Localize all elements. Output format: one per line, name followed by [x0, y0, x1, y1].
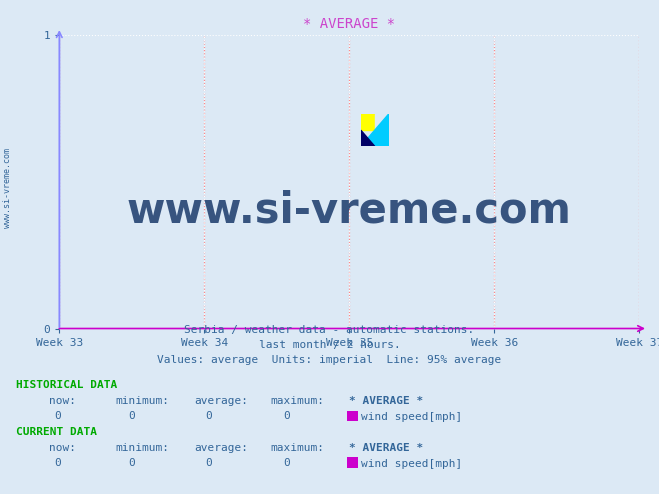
- Text: 0: 0: [129, 458, 135, 468]
- Text: maximum:: maximum:: [270, 443, 324, 453]
- Text: 0: 0: [283, 411, 290, 421]
- Text: * AVERAGE *: * AVERAGE *: [349, 396, 424, 406]
- Text: last month / 2 hours.: last month / 2 hours.: [258, 340, 401, 350]
- Bar: [361, 114, 375, 130]
- Text: average:: average:: [194, 396, 248, 406]
- Text: 0: 0: [54, 411, 61, 421]
- Text: 0: 0: [54, 458, 61, 468]
- Text: minimum:: minimum:: [115, 396, 169, 406]
- Text: Serbia / weather data - automatic stations.: Serbia / weather data - automatic statio…: [185, 326, 474, 335]
- Text: 0: 0: [206, 411, 212, 421]
- Text: minimum:: minimum:: [115, 443, 169, 453]
- Text: 0: 0: [283, 458, 290, 468]
- Text: Values: average  Units: imperial  Line: 95% average: Values: average Units: imperial Line: 95…: [158, 355, 501, 365]
- Text: CURRENT DATA: CURRENT DATA: [16, 427, 98, 437]
- Title: * AVERAGE *: * AVERAGE *: [303, 17, 395, 31]
- Text: wind speed[mph]: wind speed[mph]: [361, 412, 463, 422]
- Text: * AVERAGE *: * AVERAGE *: [349, 443, 424, 453]
- Bar: [375, 114, 389, 130]
- Text: www.si-vreme.com: www.si-vreme.com: [127, 190, 572, 232]
- Text: 0: 0: [206, 458, 212, 468]
- Polygon shape: [361, 114, 389, 146]
- Text: average:: average:: [194, 443, 248, 453]
- Text: maximum:: maximum:: [270, 396, 324, 406]
- Text: www.si-vreme.com: www.si-vreme.com: [3, 148, 13, 228]
- Text: now:: now:: [49, 443, 76, 453]
- Text: HISTORICAL DATA: HISTORICAL DATA: [16, 380, 118, 390]
- Text: wind speed[mph]: wind speed[mph]: [361, 459, 463, 469]
- Polygon shape: [361, 130, 375, 146]
- Text: now:: now:: [49, 396, 76, 406]
- Text: 0: 0: [129, 411, 135, 421]
